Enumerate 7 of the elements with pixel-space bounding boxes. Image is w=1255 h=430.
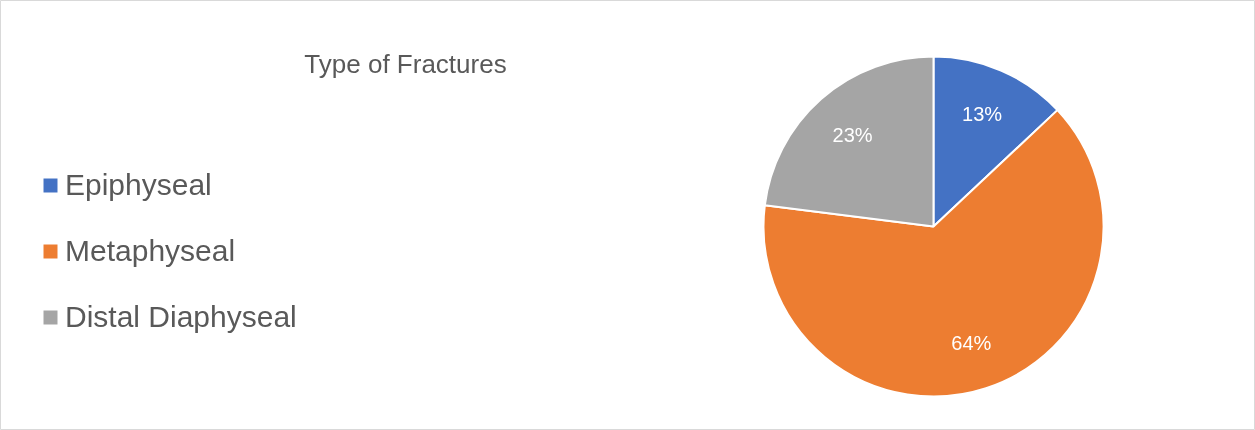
data-label: 64%: [951, 331, 992, 354]
legend-label: Distal Diaphyseal: [65, 299, 297, 335]
data-label: 13%: [962, 103, 1003, 126]
legend-label: Epiphyseal: [65, 167, 212, 203]
chart-title: Type of Fractures: [304, 48, 507, 79]
legend-label: Metaphyseal: [65, 233, 236, 269]
data-label: 23%: [832, 123, 873, 146]
